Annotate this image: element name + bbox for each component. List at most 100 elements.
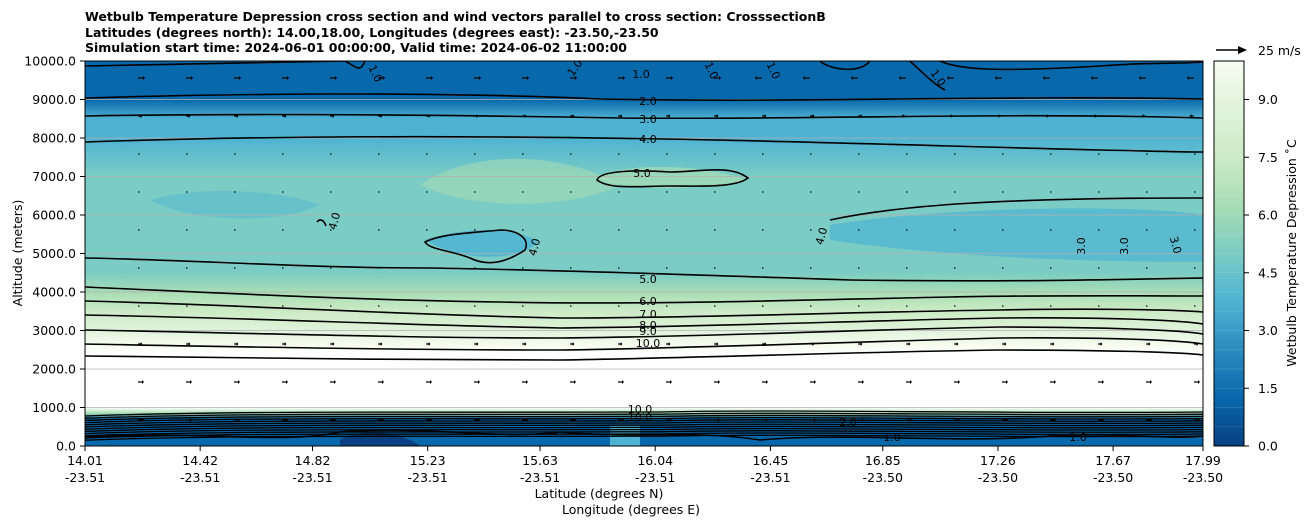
wind-vector-head xyxy=(719,76,721,80)
x-tick-label-lon: -23.51 xyxy=(292,470,332,485)
wind-reference-label: 25 m/s xyxy=(1258,43,1301,58)
wind-vector-head xyxy=(1102,380,1104,384)
x-tick-label-lat: 17.99 xyxy=(1185,453,1221,468)
x-tick-label-lon: -23.51 xyxy=(180,470,220,485)
wind-vector-head xyxy=(430,380,432,384)
wind-vector-head xyxy=(958,418,960,422)
wind-vector-head xyxy=(236,114,239,118)
y-axis: 0.0 1000.0 2000.0 3000.0 4000.0 5000.0 6000.0 7… xyxy=(24,54,85,454)
contour-lines xyxy=(85,61,1203,441)
x-tick-label-lon: -23.51 xyxy=(635,470,675,485)
wind-vector-head xyxy=(190,418,192,422)
y-tick-label: 2000.0 xyxy=(32,362,76,377)
wind-vector-head xyxy=(766,380,768,384)
contour-label: 4.0 xyxy=(639,133,657,146)
wind-vector-head xyxy=(1150,418,1152,422)
wind-vector-head xyxy=(188,342,191,346)
wind-vector-head xyxy=(718,380,720,384)
wind-vector-head xyxy=(716,114,719,118)
wind-vector-head xyxy=(908,342,911,346)
contour-label: 3.0 xyxy=(1075,237,1088,255)
wind-vector-head xyxy=(572,114,575,118)
wind-vector-head xyxy=(1148,342,1151,346)
y-tick-label: 6000.0 xyxy=(32,208,76,223)
wind-vector-head xyxy=(524,342,527,346)
contour-line xyxy=(819,61,871,71)
contour-line xyxy=(85,93,1203,101)
x-tick-label-lat: 14.82 xyxy=(295,453,331,468)
wind-vector-head xyxy=(862,380,864,384)
y-tick-label: 5000.0 xyxy=(32,246,76,261)
contour-line xyxy=(85,314,1203,329)
wind-vector-head xyxy=(334,418,336,422)
x-tick-label-lat: 14.01 xyxy=(67,453,103,468)
wind-vector-head xyxy=(1100,342,1103,346)
contour-line xyxy=(909,61,946,91)
wind-vector-head xyxy=(1141,114,1144,118)
contour-label: 10.0 xyxy=(628,411,653,424)
wind-vector-head xyxy=(814,380,816,384)
contour-line xyxy=(85,300,1203,319)
x-tick-label-lat: 16.45 xyxy=(753,453,789,468)
wind-vector-head xyxy=(862,418,864,422)
wind-vector-head xyxy=(286,418,288,422)
wind-vector-head xyxy=(191,76,193,80)
contour-label: 3.0 xyxy=(639,113,657,126)
wind-vector-head xyxy=(140,342,143,346)
contour-label: 3.0 xyxy=(1167,235,1184,255)
wind-reference-arrowhead xyxy=(1238,46,1247,54)
wind-vector-head xyxy=(479,76,481,80)
wind-vector-head xyxy=(1054,418,1056,422)
wind-vector-head xyxy=(718,418,720,422)
contour-line xyxy=(85,430,1203,437)
wind-vector-head xyxy=(670,418,672,422)
wind-vector-head xyxy=(1006,380,1008,384)
y-tick-label: 1000.0 xyxy=(32,400,76,415)
wind-vector-head xyxy=(1093,114,1096,118)
contour-label: 5.0 xyxy=(639,273,657,286)
x-tick-label-lat: 16.85 xyxy=(865,453,901,468)
colorbar-tick-label: 1.5 xyxy=(1258,381,1278,396)
wind-vector-head xyxy=(812,342,815,346)
contour-label: 4.0 xyxy=(813,226,830,246)
wind-vector-head xyxy=(1052,342,1055,346)
wind-vector-head xyxy=(956,342,959,346)
contour-line xyxy=(85,412,1203,419)
wind-vector-head xyxy=(671,76,673,80)
contour-line xyxy=(316,219,327,227)
wind-vector-head xyxy=(428,114,431,118)
contour-line xyxy=(423,229,527,264)
y-axis-label: Altitude (meters) xyxy=(10,200,25,307)
wind-vector-head xyxy=(860,342,863,346)
wind-vector-head xyxy=(527,76,529,80)
wind-vector-head xyxy=(623,76,625,80)
wind-vector-head xyxy=(335,76,337,80)
colorbar-label: Wetbulb Temperature Depression ˚C xyxy=(1284,139,1299,367)
y-tick-label: 8000.0 xyxy=(32,131,76,146)
contour-line xyxy=(85,425,1203,433)
wind-vector-head xyxy=(287,76,289,80)
contour-label: 1.0 xyxy=(1069,431,1087,444)
moist-pocket xyxy=(425,230,538,257)
contour-label: 5.0 xyxy=(633,167,651,180)
wind-vector-head xyxy=(1091,76,1093,80)
x-tick-label-lat: 16.04 xyxy=(637,453,673,468)
wind-vector-head xyxy=(575,76,577,80)
title-line-3: Simulation start time: 2024-06-01 00:00:… xyxy=(85,40,627,55)
colorbar-frame xyxy=(1213,60,1245,447)
wind-vector-head xyxy=(143,76,145,80)
wind-vector-head xyxy=(949,114,952,118)
contour-label: 2.0 xyxy=(839,416,857,429)
wind-vector-head xyxy=(1139,76,1141,80)
wind-vector-head xyxy=(383,76,385,80)
colorbar-bands xyxy=(1214,79,1244,428)
contour-line xyxy=(85,414,1203,422)
wind-vector-head xyxy=(668,342,671,346)
wind-vector-head xyxy=(382,418,384,422)
wind-vector-head xyxy=(1198,380,1200,384)
wind-vector-head xyxy=(574,418,576,422)
wind-vector-head xyxy=(803,76,805,80)
y-tick-label: 7000.0 xyxy=(32,169,76,184)
wind-vector-head xyxy=(851,76,853,80)
contour-line xyxy=(85,427,1203,435)
